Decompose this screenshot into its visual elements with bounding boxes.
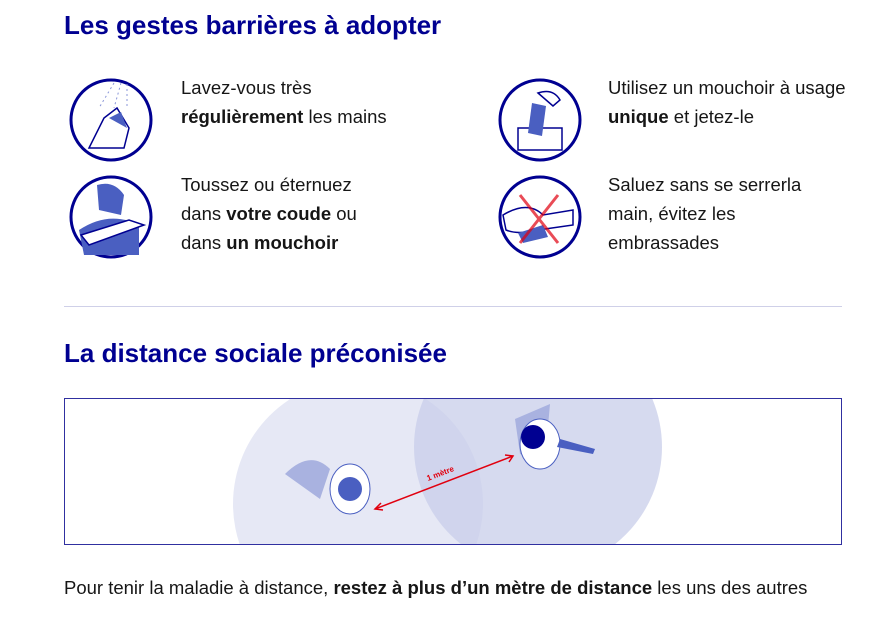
right-zone xyxy=(414,399,662,544)
distance-illustration: 1 mètre xyxy=(64,398,842,545)
distance-advice: Pour tenir la maladie à distance, restez… xyxy=(64,577,808,598)
tip-tissue: Utilisez un mouchoir à usage unique et j… xyxy=(608,77,846,127)
cough-elbow-icon xyxy=(69,175,153,259)
distance-arrow xyxy=(373,454,515,511)
barrier-gestures-title: Les gestes barrières à adopter xyxy=(64,10,442,40)
tip-cough: Toussez ou éternuez dans votre coude ou … xyxy=(181,174,357,253)
hand-washing-icon xyxy=(69,78,153,162)
tip-greeting: Saluez sans se serrerla main, évitez les… xyxy=(608,174,802,253)
person-right-icon xyxy=(515,404,595,470)
tissue-icon xyxy=(498,78,582,162)
tip-hand-washing: Lavez-vous très régulièrement les mains xyxy=(181,77,387,127)
social-distance-title: La distance sociale préconisée xyxy=(64,338,447,368)
person-left-icon xyxy=(285,460,371,515)
divider xyxy=(64,306,842,307)
no-handshake-icon xyxy=(498,175,582,259)
